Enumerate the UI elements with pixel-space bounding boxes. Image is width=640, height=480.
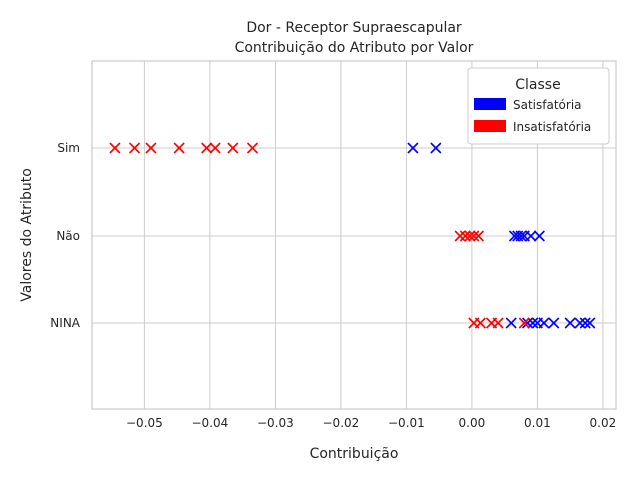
data-point <box>464 230 476 242</box>
data-point <box>538 317 550 329</box>
data-point <box>579 317 591 329</box>
data-point <box>525 230 537 242</box>
x-tick-label: 0.00 <box>459 416 486 430</box>
data-point <box>109 142 121 154</box>
data-point <box>407 142 419 154</box>
data-point <box>574 317 586 329</box>
x-tick-label: −0.01 <box>388 416 425 430</box>
y-tick-label: NINA <box>50 316 80 330</box>
data-point <box>548 317 560 329</box>
legend-label-insatisfatoria: Insatisfatória <box>513 120 591 134</box>
data-point <box>472 230 485 242</box>
y-axis-label: Valores do Atributo <box>19 168 35 302</box>
y-tick-label: Sim <box>57 141 80 155</box>
legend-label-satisfatoria: Satisfatória <box>513 98 582 112</box>
series-1 <box>109 142 530 329</box>
y-tick-labels: Sim Não NINA <box>50 141 80 330</box>
chart-subtitle: Contribuição do Atributo por Valor <box>235 40 474 56</box>
chart-title: Dor - Receptor Supraescapular <box>246 20 462 36</box>
plot-frame <box>91 60 617 410</box>
data-point <box>209 142 221 154</box>
data-point <box>474 317 486 329</box>
x-tick-label: 0.01 <box>524 416 551 430</box>
x-tick-label: −0.02 <box>323 416 360 430</box>
x-tick-label: −0.04 <box>192 416 229 430</box>
data-point <box>492 317 504 329</box>
data-point <box>522 317 534 329</box>
data-point <box>173 142 185 154</box>
data-point <box>533 230 545 242</box>
x-tick-label: −0.05 <box>126 416 163 430</box>
legend-swatch-satisfatoria <box>474 98 506 110</box>
legend-title: Classe <box>515 77 560 93</box>
data-point <box>227 142 239 154</box>
y-tick-label: Não <box>56 229 80 243</box>
legend-swatch-insatisfatoria <box>474 120 506 132</box>
x-tick-labels: −0.05 −0.04 −0.03 −0.02 −0.01 0.00 0.01 0.02 <box>126 416 616 430</box>
data-point <box>518 317 530 329</box>
data-point <box>468 230 480 242</box>
data-points <box>109 142 596 329</box>
data-point <box>527 317 539 329</box>
series-0 <box>407 142 596 329</box>
data-point <box>430 142 442 154</box>
data-point <box>454 230 466 242</box>
legend: Classe Satisfatória Insatisfatória <box>467 67 610 145</box>
data-point <box>564 317 576 329</box>
data-point <box>584 317 596 329</box>
data-point <box>246 142 259 154</box>
data-point <box>129 142 141 154</box>
data-point <box>145 142 157 154</box>
x-tick-label: −0.03 <box>257 416 294 430</box>
data-point <box>505 317 517 329</box>
x-tick-label: 0.02 <box>590 416 617 430</box>
data-point <box>201 142 213 154</box>
data-point <box>459 230 471 242</box>
data-point <box>515 230 527 242</box>
x-axis-label: Contribuição <box>310 446 399 462</box>
